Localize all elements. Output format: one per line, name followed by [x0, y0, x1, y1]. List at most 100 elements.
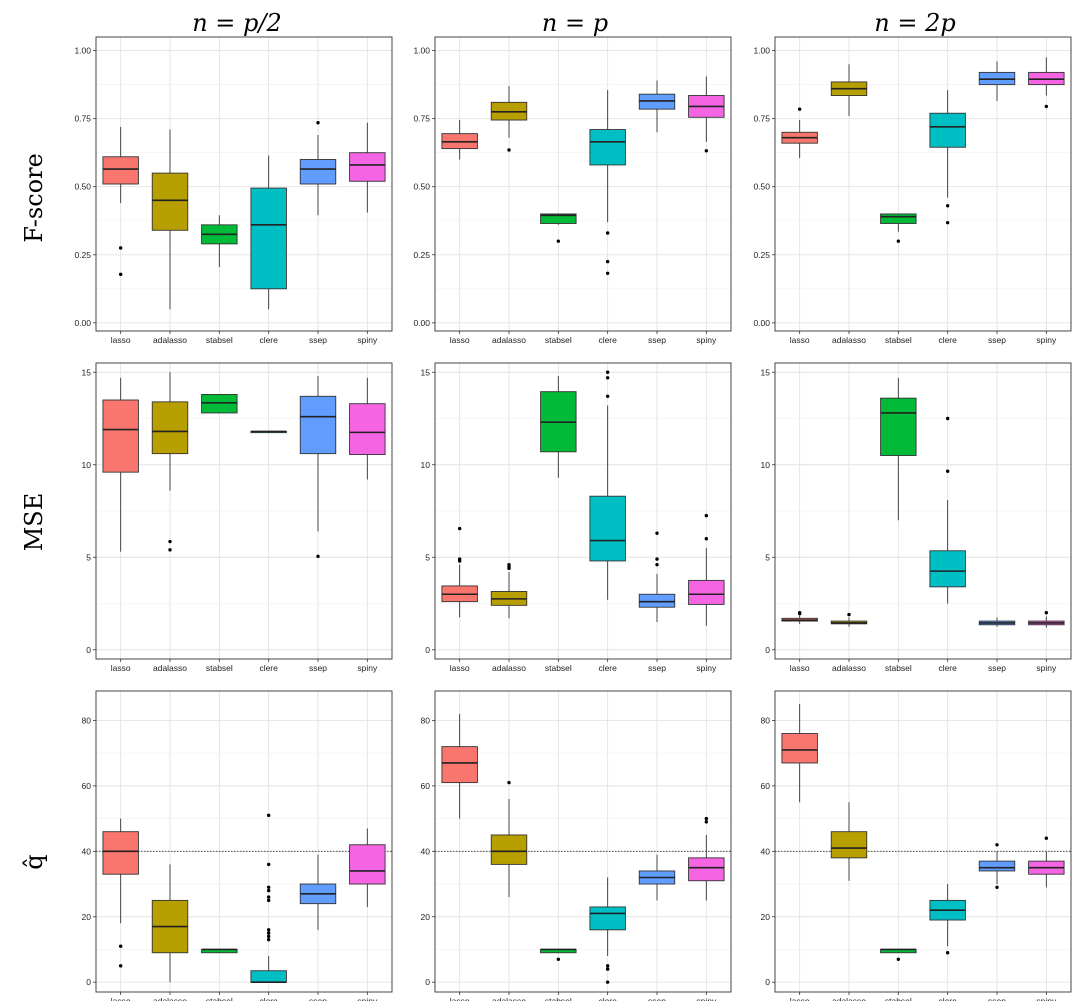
column-title-2: n = p: [542, 9, 608, 37]
x-category-label: spiny: [1036, 663, 1057, 673]
box-body: [880, 213, 917, 224]
box-spiny: [349, 828, 386, 907]
box-body: [830, 831, 868, 859]
box-body: [250, 187, 287, 290]
box-adalasso: [490, 562, 528, 619]
outlier-point: [266, 895, 271, 899]
outlier-point: [995, 843, 999, 847]
panel-3-2: 0 20 40 60 80 lasso adalasso stabsel clere ssep sp…: [421, 690, 732, 1001]
x-category-label: spiny: [357, 663, 378, 673]
outlier-point: [457, 559, 462, 563]
box-spiny: [349, 377, 386, 480]
outlier-point: [945, 469, 950, 473]
box-adalasso: [490, 86, 528, 152]
outlier-point: [945, 220, 950, 225]
y-tick-label: 80: [82, 715, 92, 725]
panel-2-3: 0 5 10 15 lasso adalasso stabsel clere ssep spiny: [761, 362, 1072, 673]
column-titles: n = p/2 n = p n = 2p: [192, 9, 956, 37]
y-tick-label: 60: [82, 781, 92, 791]
box-body: [638, 593, 676, 608]
outlier-point: [168, 548, 172, 552]
x-category-label: lasso: [790, 663, 810, 673]
x-category-label: clere: [598, 996, 617, 1001]
x-category-label: stabsel: [545, 996, 572, 1001]
panel-border: [95, 36, 393, 332]
y-tick-label: 0.25: [413, 250, 430, 260]
box-lasso: [102, 377, 139, 552]
y-tick-label: 15: [761, 367, 771, 377]
x-category-label: lasso: [111, 663, 131, 673]
box-body: [929, 112, 966, 148]
x-category-label: spiny: [696, 996, 717, 1001]
box-clere: [589, 90, 626, 275]
x-category-label: lasso: [450, 663, 470, 673]
column-title-3: n = 2p: [874, 9, 955, 37]
y-tick-label: 0: [86, 645, 91, 655]
y-tick-label: 0.50: [753, 182, 770, 192]
outlier-point: [266, 862, 271, 867]
outlier-point: [896, 957, 901, 961]
y-tick-label: 80: [761, 715, 771, 725]
x-category-label: lasso: [790, 996, 810, 1001]
y-tick-label: 1.00: [413, 46, 430, 56]
box-body: [490, 834, 528, 865]
y-tick-label: 0: [765, 645, 770, 655]
x-category-label: lasso: [111, 335, 131, 345]
y-tick-label: 1.00: [74, 46, 91, 56]
box-stabsel: [540, 948, 577, 961]
y-tick-label: 80: [421, 715, 431, 725]
y-tick-label: 10: [761, 460, 771, 470]
box-adalasso: [830, 612, 868, 627]
box-body: [102, 831, 139, 875]
x-category-label: spiny: [696, 663, 717, 673]
box-stabsel: [540, 213, 577, 243]
x-category-label: adalasso: [153, 335, 187, 345]
y-tick-label: 0.00: [74, 318, 91, 328]
box-body: [299, 395, 337, 455]
y-tick-label: 10: [421, 460, 431, 470]
box-clere: [929, 90, 966, 225]
box-adalasso: [151, 129, 189, 310]
panel-3-1: 0 20 40 60 80 lasso adalasso stabsel clere ssep sp…: [82, 690, 393, 1001]
x-category-label: clere: [938, 335, 957, 345]
box-spiny: [1028, 611, 1065, 628]
outlier-point: [1044, 611, 1049, 615]
x-category-label: adalasso: [153, 663, 187, 673]
outlier-point: [266, 931, 271, 935]
x-category-label: clere: [259, 996, 278, 1001]
x-category-label: lasso: [450, 996, 470, 1001]
box-stabsel: [880, 213, 917, 243]
x-category-label: stabsel: [206, 335, 233, 345]
panel-2-2: 0 5 10 15 lasso adalasso stabsel clere ssep spiny: [421, 362, 732, 673]
box-body: [781, 733, 818, 764]
box-spiny: [349, 122, 386, 213]
box-lasso: [102, 818, 139, 968]
panel-border: [434, 690, 732, 993]
box-adalasso: [830, 64, 868, 116]
outlier-point: [316, 121, 320, 125]
box-ssep: [299, 121, 337, 216]
x-category-label: ssep: [988, 335, 1006, 345]
y-tick-label: 40: [82, 846, 92, 856]
box-ssep: [299, 854, 337, 930]
outlier-point: [168, 539, 172, 544]
box-lasso: [102, 126, 139, 277]
outlier-point: [704, 537, 709, 541]
x-category-label: clere: [259, 663, 278, 673]
outlier-point: [704, 513, 709, 518]
y-tick-label: 20: [82, 912, 92, 922]
outlier-point: [797, 611, 802, 616]
x-category-label: adalasso: [832, 335, 866, 345]
x-category-label: stabsel: [885, 663, 912, 673]
row-title-fscore: F-score: [20, 153, 48, 243]
x-category-label: stabsel: [545, 335, 572, 345]
x-category-label: stabsel: [206, 663, 233, 673]
column-title-1: n = p/2: [192, 9, 282, 37]
y-tick-label: 0.75: [74, 114, 91, 124]
outlier-point: [266, 898, 271, 903]
outlier-point: [945, 951, 950, 955]
box-body: [102, 156, 139, 185]
outlier-point: [1044, 836, 1049, 840]
row-title-mse: MSE: [20, 493, 48, 552]
